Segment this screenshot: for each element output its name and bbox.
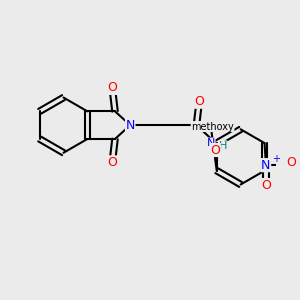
Text: O: O	[286, 156, 296, 169]
Text: O: O	[194, 95, 204, 108]
Text: H: H	[218, 141, 227, 151]
Text: O: O	[210, 143, 220, 157]
Text: O: O	[107, 156, 117, 169]
Text: ⁻: ⁻	[298, 162, 300, 172]
Text: +: +	[272, 154, 280, 164]
Text: N: N	[125, 119, 135, 132]
Text: N: N	[207, 138, 215, 148]
Text: N: N	[261, 159, 271, 172]
Text: O: O	[261, 178, 271, 192]
Text: methoxy: methoxy	[191, 122, 234, 131]
Text: O: O	[107, 81, 117, 94]
